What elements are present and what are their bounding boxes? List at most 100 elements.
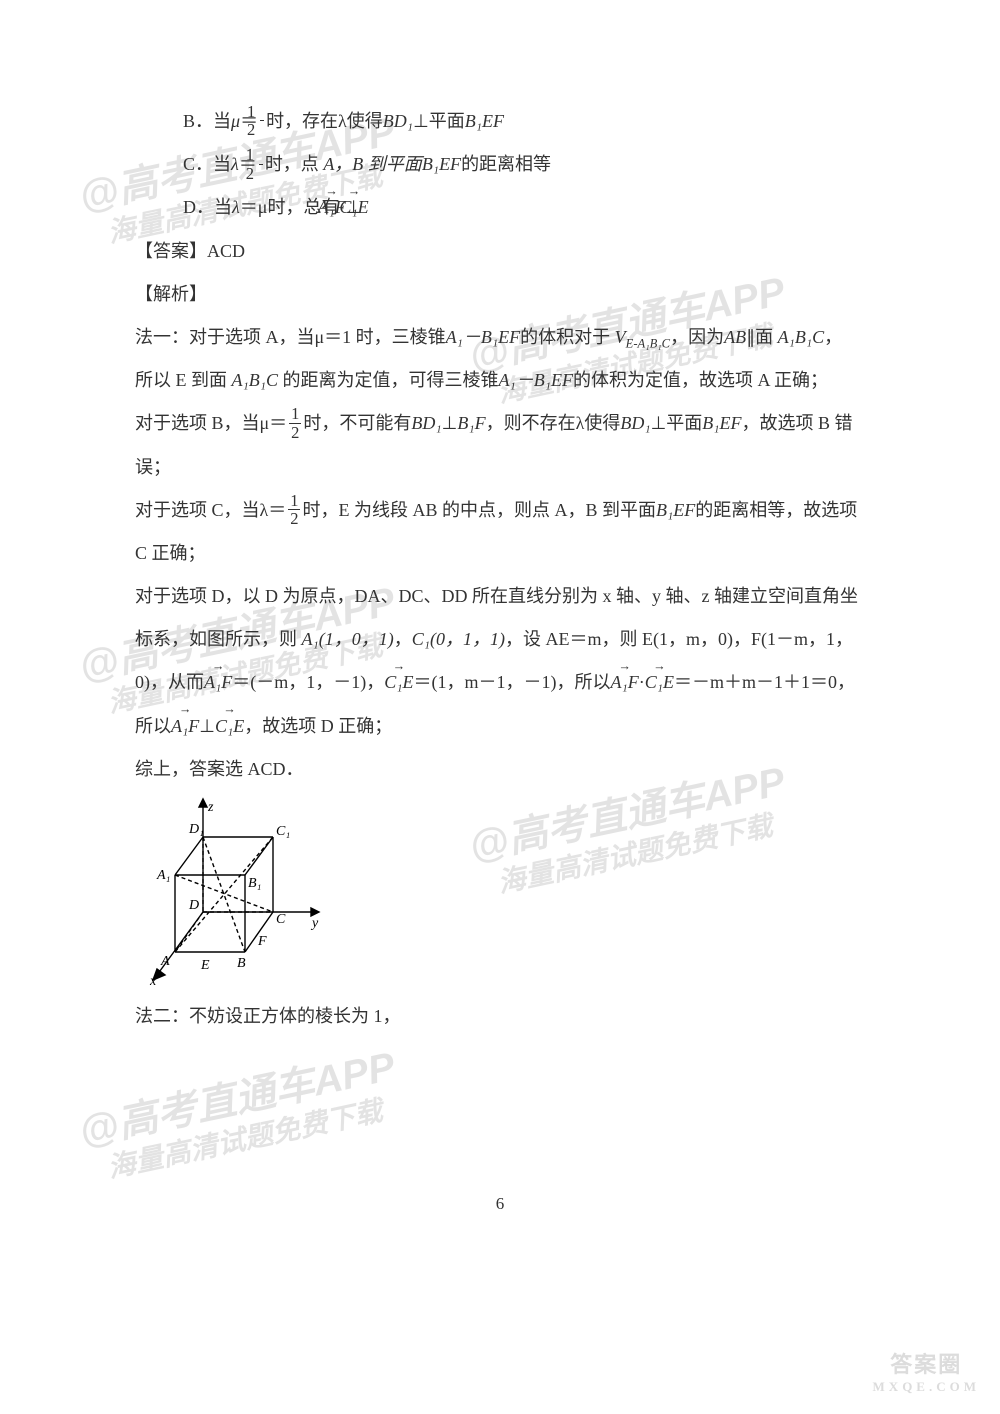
option-label: D． (183, 197, 214, 217)
corner-logo: 答案圈 MXQE.COM (873, 1351, 980, 1396)
plane: B₁EF (702, 413, 741, 433)
watermark: @高考直通车APP 海量高清试题免费下载 (75, 1042, 406, 1189)
label-b1: B₁ (248, 876, 261, 891)
perp: ⊥平面 (651, 413, 703, 433)
text: 时，不可能有 (303, 413, 411, 433)
m1-p5d: 所以A₁F⊥C₁E，故选项 D 正确； (135, 705, 875, 748)
text: 时，存在λ使得 (266, 111, 383, 131)
text: 标系，如图所示，则 (135, 629, 302, 649)
watermark-line1: @高考直通车APP (75, 1042, 399, 1156)
text: ， (824, 327, 842, 347)
vec-a1f: A₁F (611, 661, 639, 704)
dot-res: ＝－m＋m－1＋1＝0， (674, 672, 855, 692)
text: A，B 到平面 (323, 154, 422, 174)
corner-logo-line2: MXQE.COM (873, 1379, 980, 1396)
option-label: B． (183, 111, 213, 131)
face: A₁B₁C (232, 370, 279, 390)
label-c: C (276, 912, 286, 927)
label-b: B (237, 956, 246, 971)
text: 的距离为定值，可得三棱锥 (278, 370, 499, 390)
text: 时，E 为线段 AB 的中点，则点 A，B 到平面 (302, 500, 656, 520)
denominator: 2 (288, 510, 300, 527)
bd.: BD₁ (620, 413, 650, 433)
text: ，故选项 D 正确； (244, 716, 392, 736)
var-lambda: λ (231, 154, 239, 174)
denominator: 2 (259, 165, 263, 182)
bd1: BD₁ (411, 413, 441, 433)
axis-x: x (149, 974, 157, 987)
text: 当 (213, 111, 231, 131)
option-label: C． (183, 154, 213, 174)
C1: C₁(0，1，1) (412, 629, 505, 649)
axis-z: z (207, 800, 214, 815)
text: ， (394, 629, 412, 649)
perp: ⊥平面 (413, 111, 465, 131)
ab: AB (724, 327, 746, 347)
m1-p2: 所以 E 到面 A₁B₁C 的距离为定值，可得三棱锥A₁－B₁EF的体积为定值，… (135, 359, 875, 402)
numerator: 1 (288, 492, 300, 510)
answer-value: ACD (207, 241, 245, 261)
m1-p5c: 0)，从而A₁F＝(－m，1，－1)，C₁E＝(1，m－1，－1)，所以A₁F·… (135, 661, 875, 704)
fraction-half: 12 (288, 492, 300, 528)
document-body: B．当μ＝12时，存在λ使得BD₁⊥平面B₁EF C．当λ＝12时，点 A，B … (135, 100, 875, 1038)
fraction-half: 12 (289, 405, 301, 441)
m1-p3: 对于选项 B，当μ＝12时，不可能有BD₁⊥B₁F，则不存在λ使得BD₁⊥平面B… (135, 402, 875, 445)
text: ，故选项 B 错 (742, 413, 853, 433)
label-f: F (257, 934, 267, 949)
numerator: 1 (259, 146, 263, 164)
text: 法一：对于选项 A，当μ＝1 时，三棱锥 (135, 327, 446, 347)
par: ∥面 (746, 327, 778, 347)
analysis-label: 【解析】 (135, 273, 875, 316)
label-e: E (200, 958, 210, 973)
bd1: BD₁ (383, 111, 413, 131)
text: ，设 AE＝m，则 E(1，m，0)，F(1－m，1， (505, 629, 853, 649)
fraction-half: 12 (260, 103, 264, 139)
label-a1: A₁ (156, 868, 170, 883)
plane: B₁EF (422, 154, 461, 174)
vec-c1e: C₁E (361, 186, 368, 229)
vol: V (615, 327, 626, 347)
page-number: 6 (0, 1194, 1000, 1214)
cone: A₁－B₁EF (446, 327, 521, 347)
vec-c1e: C₁E (384, 661, 413, 704)
axis-y: y (310, 916, 319, 931)
m1-p1: 法一：对于选项 A，当μ＝1 时，三棱锥A₁－B₁EF的体积对于 VE-A₁B₁… (135, 316, 875, 359)
m1-p5b: 标系，如图所示，则 A₁(1，0，1)，C₁(0，1，1)，设 AE＝m，则 E… (135, 618, 875, 661)
m1-p4: 对于选项 C，当λ＝12时，E 为线段 AB 的中点，则点 A，B 到平面B₁E… (135, 489, 875, 532)
text: ，则不存在λ使得 (486, 413, 621, 433)
A1: A₁(1，0，1) (302, 629, 394, 649)
vol-sub: E-A₁B₁C (626, 337, 670, 351)
numerator: 1 (260, 103, 264, 121)
var-lambda: λ (232, 197, 240, 217)
text: 所以 (135, 716, 171, 736)
text: 对于选项 C，当λ＝ (135, 500, 286, 520)
m1-p5a: 对于选项 D，以 D 为原点，DA、DC、DD 所在直线分别为 x 轴、y 轴、… (135, 575, 875, 618)
cube-diagram: z y x D₁ C₁ A₁ B₁ D C A B E F (145, 797, 875, 987)
label-d: D (188, 898, 199, 913)
text: 的体积对于 (520, 327, 615, 347)
var-mu: μ (231, 111, 240, 131)
cone: A₁－B₁EF (499, 370, 574, 390)
label-d1: D₁ (188, 822, 204, 837)
vec-c1e: C₁E (215, 705, 244, 748)
text: 所以 E 到面 (135, 370, 232, 390)
m1-p3b: 误； (135, 446, 875, 489)
text: 当 (214, 197, 232, 217)
b1f: B₁F (457, 413, 485, 433)
label-c1: C₁ (276, 824, 290, 839)
answer-line: 【答案】ACD (135, 230, 875, 273)
perp: ⊥ (442, 413, 458, 433)
fraction-half: 12 (259, 146, 263, 182)
numerator: 1 (289, 405, 301, 423)
method2: 法二：不妨设正方体的棱长为 1， (135, 995, 875, 1038)
m1-p6: 综上，答案选 ACD． (135, 748, 875, 791)
vec-a1f: A₁F (171, 705, 199, 748)
denominator: 2 (260, 121, 264, 138)
denominator: 2 (289, 424, 301, 441)
a1f-val: ＝(－m，1，－1)， (232, 672, 384, 692)
option-d: D．当λ＝μ时，总有A₁F⊥C₁E (157, 186, 875, 229)
c1e-val: ＝(1，m－1，－1)，所以 (414, 672, 611, 692)
text: 当 (213, 154, 231, 174)
corner-logo-line1: 答案圈 (873, 1351, 980, 1380)
text: ，因为 (670, 327, 724, 347)
